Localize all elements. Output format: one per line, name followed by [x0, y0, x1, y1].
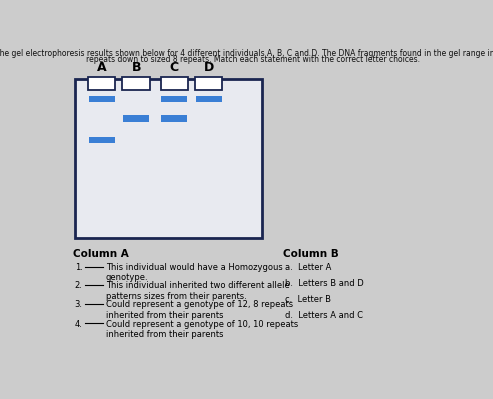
Text: patterns sizes from their parents.: patterns sizes from their parents.: [106, 292, 246, 300]
Text: Column B: Column B: [283, 249, 339, 259]
Text: 3.: 3.: [74, 300, 83, 309]
Bar: [123, 115, 149, 122]
Text: A: A: [97, 61, 106, 74]
Bar: [161, 115, 187, 122]
Bar: [89, 137, 115, 143]
Text: 2.: 2.: [75, 281, 83, 290]
Bar: [195, 77, 222, 90]
Text: c.  Letter B: c. Letter B: [285, 295, 331, 304]
Text: Column A: Column A: [73, 249, 129, 259]
Text: This individual inherited two different allele: This individual inherited two different …: [106, 281, 289, 290]
Text: B: B: [131, 61, 141, 74]
Text: d.  Letters A and C: d. Letters A and C: [285, 312, 363, 320]
Text: C: C: [170, 61, 179, 74]
Text: inherited from their parents: inherited from their parents: [106, 330, 223, 339]
Bar: [75, 79, 262, 238]
Text: This individual would have a Homozygous: This individual would have a Homozygous: [106, 263, 282, 272]
Text: Could represent a genotype of 12, 8 repeats: Could represent a genotype of 12, 8 repe…: [106, 300, 293, 309]
Text: repeats down to sized 8 repeats. Match each statement with the correct letter ch: repeats down to sized 8 repeats. Match e…: [86, 55, 420, 63]
Bar: [196, 95, 222, 102]
Bar: [89, 95, 115, 102]
Text: genotype.: genotype.: [106, 273, 148, 282]
Text: a.  Letter A: a. Letter A: [285, 263, 331, 272]
Text: D: D: [204, 61, 214, 74]
Text: Could represent a genotype of 10, 10 repeats: Could represent a genotype of 10, 10 rep…: [106, 320, 298, 329]
Text: 4.: 4.: [75, 320, 83, 329]
Text: Examine the gel electrophoresis results shown below for 4 different individuals : Examine the gel electrophoresis results …: [0, 49, 493, 58]
Text: b.  Letters B and D: b. Letters B and D: [285, 279, 364, 288]
Text: inherited from their parents: inherited from their parents: [106, 310, 223, 320]
Text: 1.: 1.: [75, 263, 83, 272]
Bar: [122, 77, 150, 90]
Bar: [88, 77, 115, 90]
Bar: [161, 77, 188, 90]
Bar: [161, 95, 187, 102]
